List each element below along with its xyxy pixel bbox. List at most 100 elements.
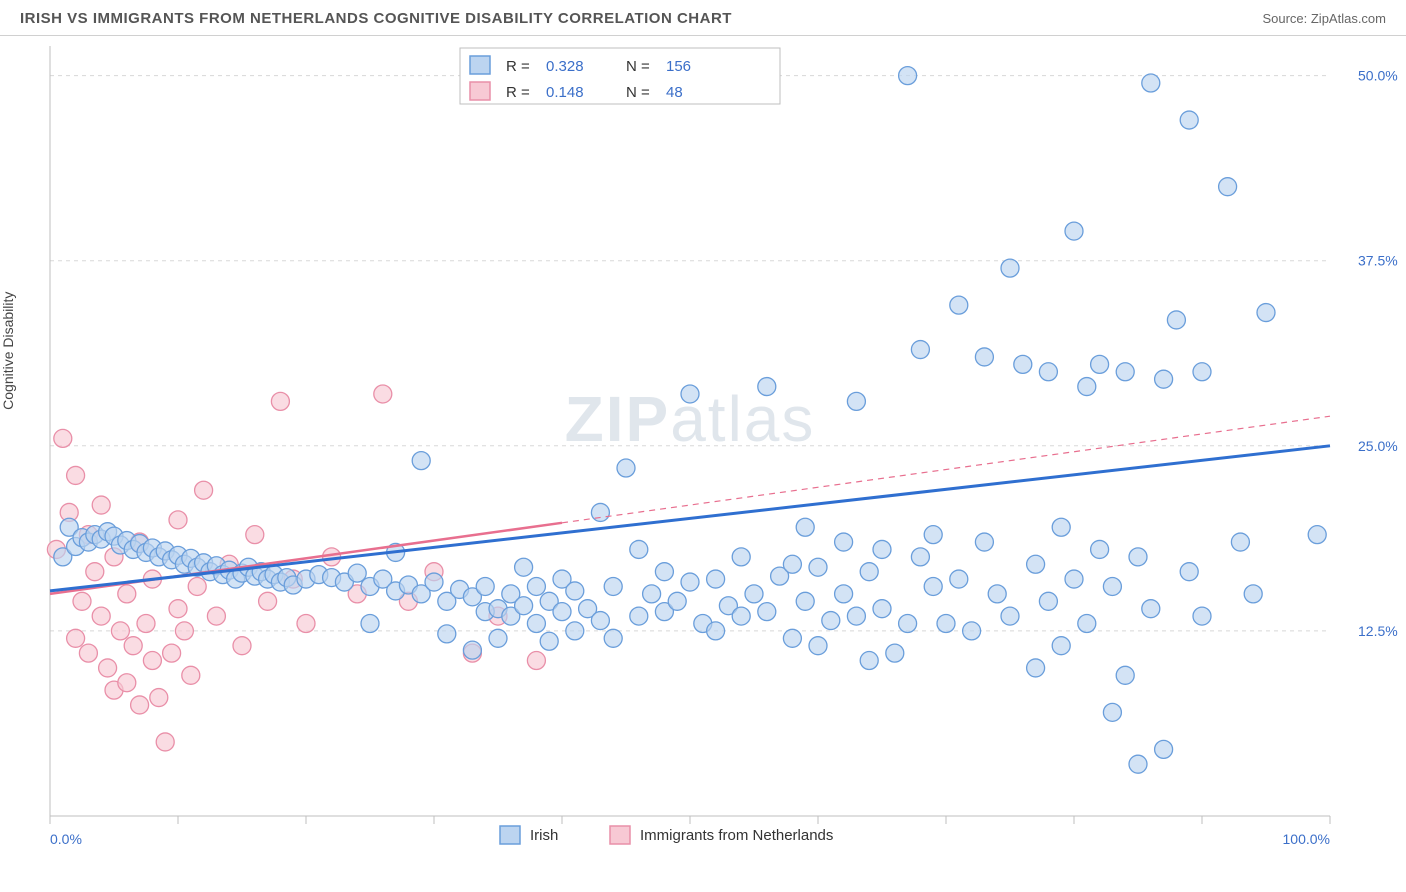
scatter-point-netherlands — [111, 622, 129, 640]
scatter-point-irish — [1091, 355, 1109, 373]
scatter-point-netherlands — [124, 637, 142, 655]
scatter-point-netherlands — [137, 615, 155, 633]
scatter-point-netherlands — [169, 600, 187, 618]
scatter-point-netherlands — [271, 392, 289, 410]
scatter-point-irish — [732, 607, 750, 625]
scatter-point-irish — [1193, 363, 1211, 381]
scatter-point-irish — [937, 615, 955, 633]
trendline — [50, 446, 1330, 591]
scatter-point-irish — [988, 585, 1006, 603]
scatter-point-irish — [463, 641, 481, 659]
source-prefix: Source: — [1262, 11, 1310, 26]
scatter-point-irish — [1142, 74, 1160, 92]
scatter-point-irish — [1065, 222, 1083, 240]
scatter-point-irish — [489, 629, 507, 647]
scatter-point-netherlands — [246, 526, 264, 544]
scatter-point-irish — [1065, 570, 1083, 588]
scatter-point-irish — [1001, 607, 1019, 625]
scatter-point-netherlands — [374, 385, 392, 403]
scatter-point-irish — [1116, 666, 1134, 684]
scatter-point-irish — [476, 577, 494, 595]
scatter-point-netherlands — [188, 577, 206, 595]
scatter-point-irish — [835, 533, 853, 551]
scatter-point-irish — [899, 67, 917, 85]
scatter-point-netherlands — [527, 652, 545, 670]
legend-r-label: R = — [506, 58, 530, 75]
scatter-point-irish — [527, 615, 545, 633]
scatter-point-netherlands — [79, 644, 97, 662]
scatter-point-irish — [1155, 740, 1173, 758]
scatter-point-irish — [809, 558, 827, 576]
y-tick-label: 25.0% — [1358, 438, 1398, 454]
scatter-point-netherlands — [54, 429, 72, 447]
scatter-point-irish — [1027, 659, 1045, 677]
scatter-point-netherlands — [233, 637, 251, 655]
chart-title: IRISH VS IMMIGRANTS FROM NETHERLANDS COG… — [20, 10, 732, 27]
scatter-point-irish — [566, 582, 584, 600]
scatter-point-irish — [553, 603, 571, 621]
y-axis-label: Cognitive Disability — [0, 292, 16, 410]
scatter-point-irish — [1001, 259, 1019, 277]
scatter-point-irish — [438, 625, 456, 643]
source-name: ZipAtlas.com — [1311, 11, 1386, 26]
scatter-point-irish — [783, 629, 801, 647]
legend-n-label: N = — [626, 84, 650, 101]
scatter-point-irish — [361, 615, 379, 633]
scatter-point-netherlands — [92, 496, 110, 514]
scatter-point-irish — [847, 392, 865, 410]
scatter-point-irish — [1103, 577, 1121, 595]
scatter-point-irish — [591, 612, 609, 630]
scatter-point-netherlands — [73, 592, 91, 610]
chart-header: IRISH VS IMMIGRANTS FROM NETHERLANDS COG… — [0, 0, 1406, 36]
x-tick-label: 0.0% — [50, 831, 82, 847]
scatter-point-irish — [1052, 637, 1070, 655]
scatter-point-irish — [822, 612, 840, 630]
scatter-point-netherlands — [67, 466, 85, 484]
scatter-point-irish — [783, 555, 801, 573]
scatter-point-irish — [1129, 548, 1147, 566]
scatter-point-netherlands — [297, 615, 315, 633]
legend-swatch — [500, 826, 520, 844]
scatter-point-irish — [809, 637, 827, 655]
scatter-point-irish — [1180, 111, 1198, 129]
scatter-point-irish — [655, 563, 673, 581]
y-tick-label: 50.0% — [1358, 68, 1398, 84]
scatter-point-irish — [1193, 607, 1211, 625]
scatter-point-netherlands — [131, 696, 149, 714]
scatter-point-netherlands — [207, 607, 225, 625]
scatter-point-irish — [847, 607, 865, 625]
scatter-point-irish — [732, 548, 750, 566]
scatter-point-irish — [1155, 370, 1173, 388]
scatter-point-irish — [707, 570, 725, 588]
scatter-point-irish — [1014, 355, 1032, 373]
scatter-point-irish — [1039, 363, 1057, 381]
scatter-point-irish — [1180, 563, 1198, 581]
scatter-point-irish — [412, 452, 430, 470]
scatter-point-irish — [873, 540, 891, 558]
scatter-point-irish — [1116, 363, 1134, 381]
legend-swatch — [470, 82, 490, 100]
legend-series-label: Irish — [530, 827, 558, 844]
scatter-point-irish — [924, 577, 942, 595]
scatter-point-irish — [540, 632, 558, 650]
scatter-point-irish — [1078, 615, 1096, 633]
scatter-point-irish — [758, 378, 776, 396]
scatter-point-irish — [860, 652, 878, 670]
scatter-point-netherlands — [67, 629, 85, 647]
scatter-point-irish — [796, 592, 814, 610]
scatter-point-irish — [566, 622, 584, 640]
scatter-point-irish — [886, 644, 904, 662]
scatter-point-netherlands — [195, 481, 213, 499]
scatter-point-irish — [1091, 540, 1109, 558]
scatter-point-irish — [758, 603, 776, 621]
scatter-point-irish — [911, 341, 929, 359]
scatter-point-irish — [950, 570, 968, 588]
scatter-point-irish — [899, 615, 917, 633]
scatter-point-irish — [745, 585, 763, 603]
legend-series-label: Immigrants from Netherlands — [640, 827, 833, 844]
legend-n-value: 156 — [666, 58, 691, 75]
scatter-point-irish — [1103, 703, 1121, 721]
chart-source: Source: ZipAtlas.com — [1262, 11, 1386, 26]
scatter-point-irish — [681, 573, 699, 591]
scatter-point-irish — [1167, 311, 1185, 329]
